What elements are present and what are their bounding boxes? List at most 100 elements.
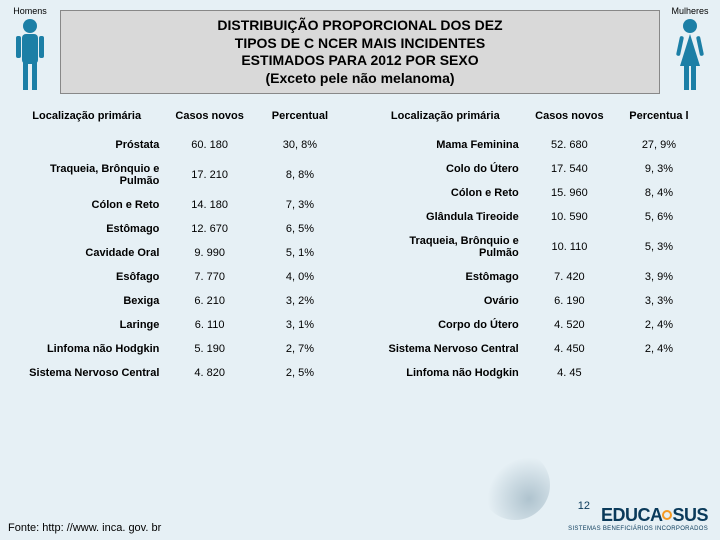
cell-loc: Próstata [8, 134, 165, 156]
cell-loc: Traqueia, Brônquio e Pulmão [366, 230, 525, 264]
col-pct: Percentua l [614, 106, 704, 132]
cell-pct: 3, 1% [254, 314, 346, 336]
cell-loc: Esôfago [8, 266, 165, 288]
cell-loc: Glândula Tireoide [366, 206, 525, 228]
cell-cases: 52. 680 [525, 134, 614, 156]
cell-cases: 15. 960 [525, 182, 614, 204]
cell-pct: 8, 4% [614, 182, 704, 204]
table-row: Linfoma não Hodgkin4. 45 [366, 362, 704, 384]
cell-loc: Mama Feminina [366, 134, 525, 156]
cell-pct [614, 362, 704, 384]
cell-cases: 6. 210 [165, 290, 254, 312]
cell-cases: 4. 450 [525, 338, 614, 360]
table-row: Corpo do Útero4. 5202, 4% [366, 314, 704, 336]
cell-loc: Bexiga [8, 290, 165, 312]
col-cases: Casos novos [525, 106, 614, 132]
female-label: Mulheres [662, 6, 718, 16]
cell-pct: 2, 7% [254, 338, 346, 360]
table-row: Linfoma não Hodgkin5. 1902, 7% [8, 338, 346, 360]
cell-pct: 3, 3% [614, 290, 704, 312]
table-row: Sistema Nervoso Central4. 8202, 5% [8, 362, 346, 384]
cell-cases: 17. 540 [525, 158, 614, 180]
cell-pct: 5, 3% [614, 230, 704, 264]
brand-sub: SISTEMAS BENEFICIÁRIOS INCORPORADOS [568, 526, 708, 532]
source-footer: Fonte: http: //www. inca. gov. br [8, 522, 161, 534]
cell-cases: 10. 590 [525, 206, 614, 228]
male-icon-box: Homens [2, 6, 58, 100]
col-loc: Localização primária [8, 106, 165, 132]
table-row: Traqueia, Brônquio e Pulmão10. 1105, 3% [366, 230, 704, 264]
table-row: Cavidade Oral9. 9905, 1% [8, 242, 346, 264]
cell-cases: 14. 180 [165, 194, 254, 216]
cell-pct: 2, 4% [614, 314, 704, 336]
table-row: Glândula Tireoide10. 5905, 6% [366, 206, 704, 228]
cell-pct: 5, 6% [614, 206, 704, 228]
cell-loc: Cavidade Oral [8, 242, 165, 264]
cell-cases: 60. 180 [165, 134, 254, 156]
cell-loc: Estômago [8, 218, 165, 240]
cell-cases: 9. 990 [165, 242, 254, 264]
cell-pct: 27, 9% [614, 134, 704, 156]
cell-loc: Traqueia, Brônquio e Pulmão [8, 158, 165, 192]
col-cases: Casos novos [165, 106, 254, 132]
cell-loc: Linfoma não Hodgkin [366, 362, 525, 384]
title-line: DISTRIBUIÇÃO PROPORCIONAL DOS DEZ [71, 17, 649, 35]
cell-cases: 6. 110 [165, 314, 254, 336]
cell-pct: 2, 5% [254, 362, 346, 384]
table-row: Mama Feminina52. 68027, 9% [366, 134, 704, 156]
male-icon [7, 16, 53, 96]
title-line: TIPOS DE C NCER MAIS INCIDENTES [71, 35, 649, 53]
table-row: Próstata60. 18030, 8% [8, 134, 346, 156]
cell-cases: 17. 210 [165, 158, 254, 192]
cell-loc: Ovário [366, 290, 525, 312]
table-row: Esôfago7. 7704, 0% [8, 266, 346, 288]
col-loc: Localização primária [366, 106, 525, 132]
page-number: 12 [578, 500, 590, 512]
table-row: Bexiga6. 2103, 2% [8, 290, 346, 312]
cell-cases: 7. 420 [525, 266, 614, 288]
decorative-dot [480, 450, 550, 520]
cell-pct: 6, 5% [254, 218, 346, 240]
table-row: Traqueia, Brônquio e Pulmão17. 2108, 8% [8, 158, 346, 192]
table-row: Estômago7. 4203, 9% [366, 266, 704, 288]
cell-loc: Sistema Nervoso Central [8, 362, 165, 384]
title-line: ESTIMADOS PARA 2012 POR SEXO [71, 52, 649, 70]
table-row: Cólon e Reto15. 9608, 4% [366, 182, 704, 204]
table-row: Ovário6. 1903, 3% [366, 290, 704, 312]
table-row: Laringe6. 1103, 1% [8, 314, 346, 336]
cell-cases: 5. 190 [165, 338, 254, 360]
cell-pct: 9, 3% [614, 158, 704, 180]
male-label: Homens [2, 6, 58, 16]
cell-cases: 4. 45 [525, 362, 614, 384]
cell-cases: 10. 110 [525, 230, 614, 264]
cell-cases: 4. 520 [525, 314, 614, 336]
table-row: Estômago12. 6706, 5% [8, 218, 346, 240]
cell-pct: 5, 1% [254, 242, 346, 264]
female-icon [667, 16, 713, 96]
table-row: Colo do Útero17. 5409, 3% [366, 158, 704, 180]
table-row: Sistema Nervoso Central4. 4502, 4% [366, 338, 704, 360]
title-banner: DISTRIBUIÇÃO PROPORCIONAL DOS DEZ TIPOS … [60, 10, 660, 94]
cell-pct: 4, 0% [254, 266, 346, 288]
tables-wrap: Localização primária Casos novos Percent… [8, 104, 712, 386]
cell-cases: 4. 820 [165, 362, 254, 384]
cell-loc: Laringe [8, 314, 165, 336]
title-line: (Exceto pele não melanoma) [71, 70, 649, 88]
cell-cases: 7. 770 [165, 266, 254, 288]
cell-pct: 7, 3% [254, 194, 346, 216]
female-icon-box: Mulheres [662, 6, 718, 100]
cell-pct: 30, 8% [254, 134, 346, 156]
cell-pct: 2, 4% [614, 338, 704, 360]
cell-loc: Sistema Nervoso Central [366, 338, 525, 360]
cell-loc: Colo do Útero [366, 158, 525, 180]
cell-loc: Corpo do Útero [366, 314, 525, 336]
table-women: Localização primária Casos novos Percent… [366, 104, 704, 386]
cell-pct: 3, 2% [254, 290, 346, 312]
cell-pct: 8, 8% [254, 158, 346, 192]
table-row: Cólon e Reto14. 1807, 3% [8, 194, 346, 216]
table-men: Localização primária Casos novos Percent… [8, 104, 346, 386]
cell-loc: Estômago [366, 266, 525, 288]
cell-loc: Linfoma não Hodgkin [8, 338, 165, 360]
cell-loc: Cólon e Reto [8, 194, 165, 216]
cell-cases: 12. 670 [165, 218, 254, 240]
